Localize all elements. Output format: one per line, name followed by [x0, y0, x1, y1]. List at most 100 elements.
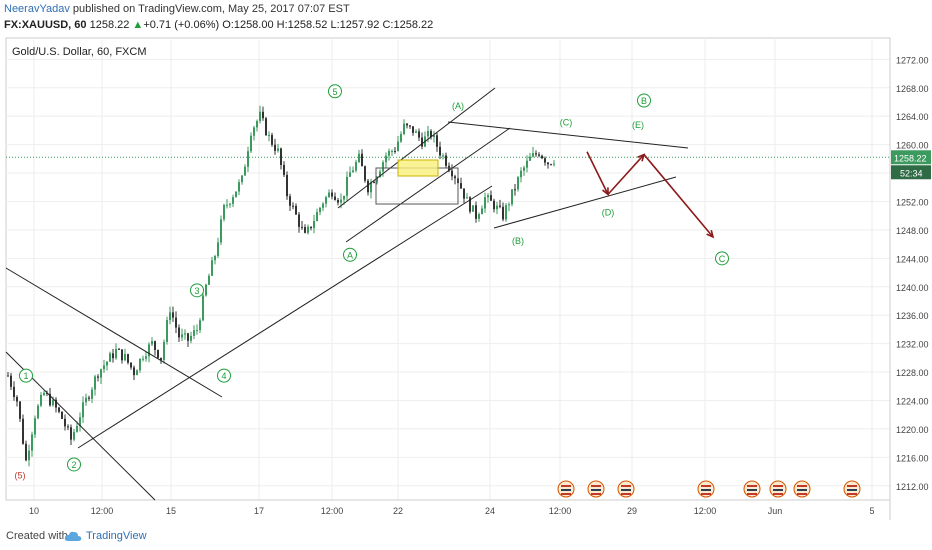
candle-body: [100, 369, 102, 378]
candle-body: [514, 189, 516, 191]
y-tick-label: 1212.00: [896, 482, 929, 492]
candle-body: [265, 118, 267, 136]
x-tick-label: 12:00: [549, 506, 572, 516]
flag-stripe: [701, 485, 711, 487]
candle-body: [427, 131, 429, 137]
created-with-text: Created with: [6, 530, 68, 542]
flag-stripe: [797, 489, 807, 491]
wave-label: (5): [15, 471, 26, 481]
candle-body: [79, 417, 81, 426]
candle-body: [343, 195, 345, 200]
candle-body: [352, 170, 354, 173]
highlight-box: [397, 159, 439, 177]
candle-body: [370, 182, 372, 193]
candle-body: [469, 197, 471, 212]
candle-body: [442, 155, 444, 157]
projection-arrow: [643, 154, 714, 238]
wave-label-circle: [190, 283, 204, 298]
projection-arrowhead: [706, 230, 715, 239]
candle-body: [277, 148, 279, 151]
candle-body: [541, 155, 543, 159]
author-link[interactable]: NeeravYadav: [4, 3, 70, 15]
flag-stripe: [773, 489, 783, 491]
chart-title: Gold/U.S. Dollar, 60, FXCM: [12, 46, 147, 58]
candle-body: [232, 197, 234, 204]
candle-body: [85, 397, 87, 403]
candle-body: [283, 164, 285, 175]
candle-body: [196, 330, 198, 332]
candle-body: [346, 176, 348, 196]
candle-body: [361, 153, 363, 167]
y-tick-label: 1216.00: [896, 453, 929, 463]
candle-body: [19, 401, 21, 419]
candle-body: [25, 443, 27, 461]
candle-body: [553, 163, 555, 165]
x-tick-label: 17: [254, 506, 264, 516]
candle-body: [49, 393, 51, 406]
candle-body: [166, 320, 168, 342]
candle-body: [511, 189, 513, 205]
wave-label-circle: [67, 457, 81, 472]
candle-body: [133, 367, 135, 376]
wave-label-circle: [328, 84, 342, 99]
candle-body: [319, 207, 321, 213]
candle-body: [493, 200, 495, 210]
candle-body: [226, 204, 228, 206]
y-tick-label: 1248.00: [896, 226, 929, 236]
candle-body: [409, 125, 411, 127]
trend-line: [5, 267, 223, 398]
candle-body: [418, 131, 420, 138]
candle-body: [259, 111, 261, 122]
candle-body: [223, 204, 225, 220]
candle-body: [307, 226, 309, 233]
wave-label: (D): [602, 208, 615, 218]
y-tick-label: 1240.00: [896, 283, 929, 293]
candle-body: [487, 195, 489, 198]
candle-body: [43, 392, 45, 395]
candle-body: [436, 135, 438, 147]
candle-body: [472, 205, 474, 212]
y-tick-label: 1272.00: [896, 55, 929, 65]
flag-stripe: [561, 489, 571, 491]
candle-body: [253, 127, 255, 136]
candle-body: [34, 418, 36, 435]
y-tick-label: 1244.00: [896, 254, 929, 264]
candle-body: [337, 200, 339, 203]
candle-body: [445, 155, 447, 166]
candle-body: [229, 203, 231, 205]
wave-label: 4: [221, 371, 226, 381]
candle-body: [295, 205, 297, 215]
economic-event-icon: [743, 480, 761, 498]
candle-body: [310, 226, 312, 229]
candle-body: [115, 348, 117, 359]
flag-stripe: [797, 493, 807, 495]
candle-body: [490, 195, 492, 201]
candle-body: [37, 405, 39, 419]
published-text: published on TradingView.com, May 25, 20…: [69, 3, 350, 15]
candle-body: [163, 341, 165, 361]
symbol-label: FX:XAUUSD, 60: [4, 19, 87, 31]
candle-body: [550, 164, 552, 166]
y-tick-label: 1252.00: [896, 197, 929, 207]
wave-label: 5: [332, 87, 337, 97]
candle-body: [235, 191, 237, 198]
candle-body: [178, 327, 180, 338]
candle-body: [214, 256, 216, 261]
y-tick-label: 1260.00: [896, 141, 929, 151]
x-tick-label: 22: [393, 506, 403, 516]
candle-body: [58, 407, 60, 412]
candle-body: [97, 376, 99, 378]
candle-body: [151, 341, 153, 345]
candle-body: [274, 144, 276, 151]
flag-stripe: [773, 493, 783, 495]
candle-body: [376, 177, 378, 183]
tradingview-brand-link[interactable]: TradingView: [86, 530, 147, 542]
candle-body: [328, 192, 330, 198]
candle-body: [298, 214, 300, 227]
candle-body: [28, 450, 30, 461]
candle-body: [55, 399, 57, 408]
candle-body: [244, 166, 246, 176]
wave-label: 3: [194, 286, 199, 296]
candle-body: [508, 204, 510, 206]
